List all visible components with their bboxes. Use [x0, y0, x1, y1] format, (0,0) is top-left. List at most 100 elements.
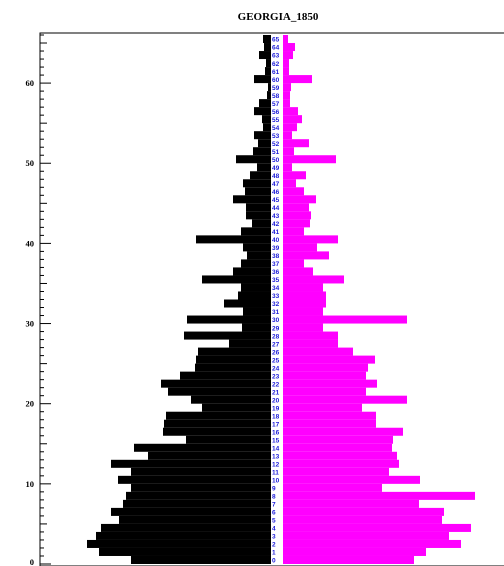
bar-left-34 — [241, 283, 271, 292]
age-label-23: 23 — [272, 373, 280, 380]
age-label-30: 30 — [272, 317, 280, 324]
bar-left-39 — [243, 243, 271, 252]
age-label-7: 7 — [272, 502, 276, 509]
y-tick-label: 20 — [26, 399, 35, 409]
bar-left-2 — [87, 539, 271, 548]
age-label-14: 14 — [272, 445, 280, 452]
age-label-51: 51 — [272, 149, 280, 156]
age-label-9: 9 — [272, 486, 276, 493]
bar-left-62 — [266, 59, 271, 68]
bar-left-31 — [243, 307, 271, 316]
bar-left-1 — [99, 547, 271, 556]
bar-left-61 — [265, 67, 271, 76]
bar-left-9 — [131, 483, 271, 492]
bar-left-65 — [263, 35, 271, 44]
bar-right-42 — [283, 219, 310, 228]
bar-right-40 — [283, 235, 338, 244]
left-series-bars — [87, 35, 271, 564]
bar-right-20 — [283, 395, 407, 404]
age-label-10: 10 — [272, 478, 280, 485]
age-label-22: 22 — [272, 381, 280, 388]
bar-right-49 — [283, 163, 292, 172]
age-label-5: 5 — [272, 518, 276, 525]
bar-right-2 — [283, 539, 461, 548]
bar-left-5 — [119, 515, 271, 524]
bar-left-18 — [166, 411, 271, 420]
bar-right-10 — [283, 475, 420, 484]
y-tick-label: 50 — [26, 158, 35, 168]
bar-right-25 — [283, 355, 375, 364]
bar-right-12 — [283, 459, 399, 468]
bar-right-33 — [283, 291, 326, 300]
bar-left-36 — [233, 267, 271, 276]
y-tick-label: 10 — [26, 479, 35, 489]
bar-right-30 — [283, 315, 407, 324]
bar-right-43 — [283, 211, 311, 220]
bar-left-11 — [131, 467, 271, 476]
age-label-55: 55 — [272, 117, 280, 124]
bar-left-44 — [246, 203, 271, 212]
bar-left-52 — [258, 139, 271, 148]
age-label-35: 35 — [272, 277, 280, 284]
bar-right-3 — [283, 531, 449, 540]
bar-left-13 — [148, 451, 271, 460]
bar-right-29 — [283, 323, 323, 332]
bar-left-59 — [268, 83, 271, 92]
bar-right-57 — [283, 99, 290, 108]
bar-left-15 — [186, 435, 271, 444]
age-label-42: 42 — [272, 221, 280, 228]
bar-right-38 — [283, 251, 329, 260]
age-label-43: 43 — [272, 213, 280, 220]
bar-left-41 — [241, 227, 271, 236]
bar-left-35 — [202, 275, 271, 284]
bar-right-4 — [283, 523, 471, 532]
bar-right-9 — [283, 483, 382, 492]
age-label-50: 50 — [272, 157, 280, 164]
bar-right-46 — [283, 187, 304, 196]
age-label-28: 28 — [272, 333, 280, 340]
bar-right-39 — [283, 243, 317, 252]
age-label-60: 60 — [272, 77, 280, 84]
bar-right-23 — [283, 371, 366, 380]
bar-left-37 — [241, 259, 271, 268]
age-label-57: 57 — [272, 101, 280, 108]
bar-right-64 — [283, 43, 295, 52]
bar-left-4 — [101, 523, 271, 532]
age-label-0: 0 — [272, 558, 276, 565]
bar-left-42 — [252, 219, 271, 228]
age-label-16: 16 — [272, 429, 280, 436]
bar-left-22 — [161, 379, 271, 388]
bar-right-18 — [283, 411, 376, 420]
age-label-25: 25 — [272, 357, 280, 364]
age-label-65: 65 — [272, 37, 280, 44]
bar-right-36 — [283, 267, 313, 276]
bar-right-48 — [283, 171, 306, 180]
y-tick-label: 0 — [30, 557, 34, 566]
right-series-bars — [283, 35, 475, 564]
bar-left-10 — [118, 475, 271, 484]
bar-left-64 — [264, 43, 271, 52]
age-label-27: 27 — [272, 341, 280, 348]
age-label-44: 44 — [272, 205, 280, 212]
age-label-8: 8 — [272, 494, 276, 501]
age-label-36: 36 — [272, 269, 280, 276]
bar-left-46 — [245, 187, 271, 196]
age-label-29: 29 — [272, 325, 280, 332]
bar-left-40 — [196, 235, 271, 244]
bar-right-5 — [283, 515, 442, 524]
bar-right-41 — [283, 227, 304, 236]
bar-right-26 — [283, 347, 353, 356]
bar-left-48 — [250, 171, 271, 180]
bar-left-20 — [191, 395, 271, 404]
bar-right-51 — [283, 147, 294, 156]
bar-left-56 — [254, 107, 271, 116]
age-label-38: 38 — [272, 253, 280, 260]
age-label-62: 62 — [272, 61, 280, 68]
bar-right-6 — [283, 507, 444, 516]
age-label-21: 21 — [272, 389, 280, 396]
bar-left-57 — [259, 99, 271, 108]
bar-right-50 — [283, 155, 336, 164]
y-tick-label: 30 — [26, 319, 35, 329]
y-axis-ticks: 0 10 20 30 40 50 60 — [26, 34, 51, 566]
bar-left-63 — [259, 51, 271, 60]
